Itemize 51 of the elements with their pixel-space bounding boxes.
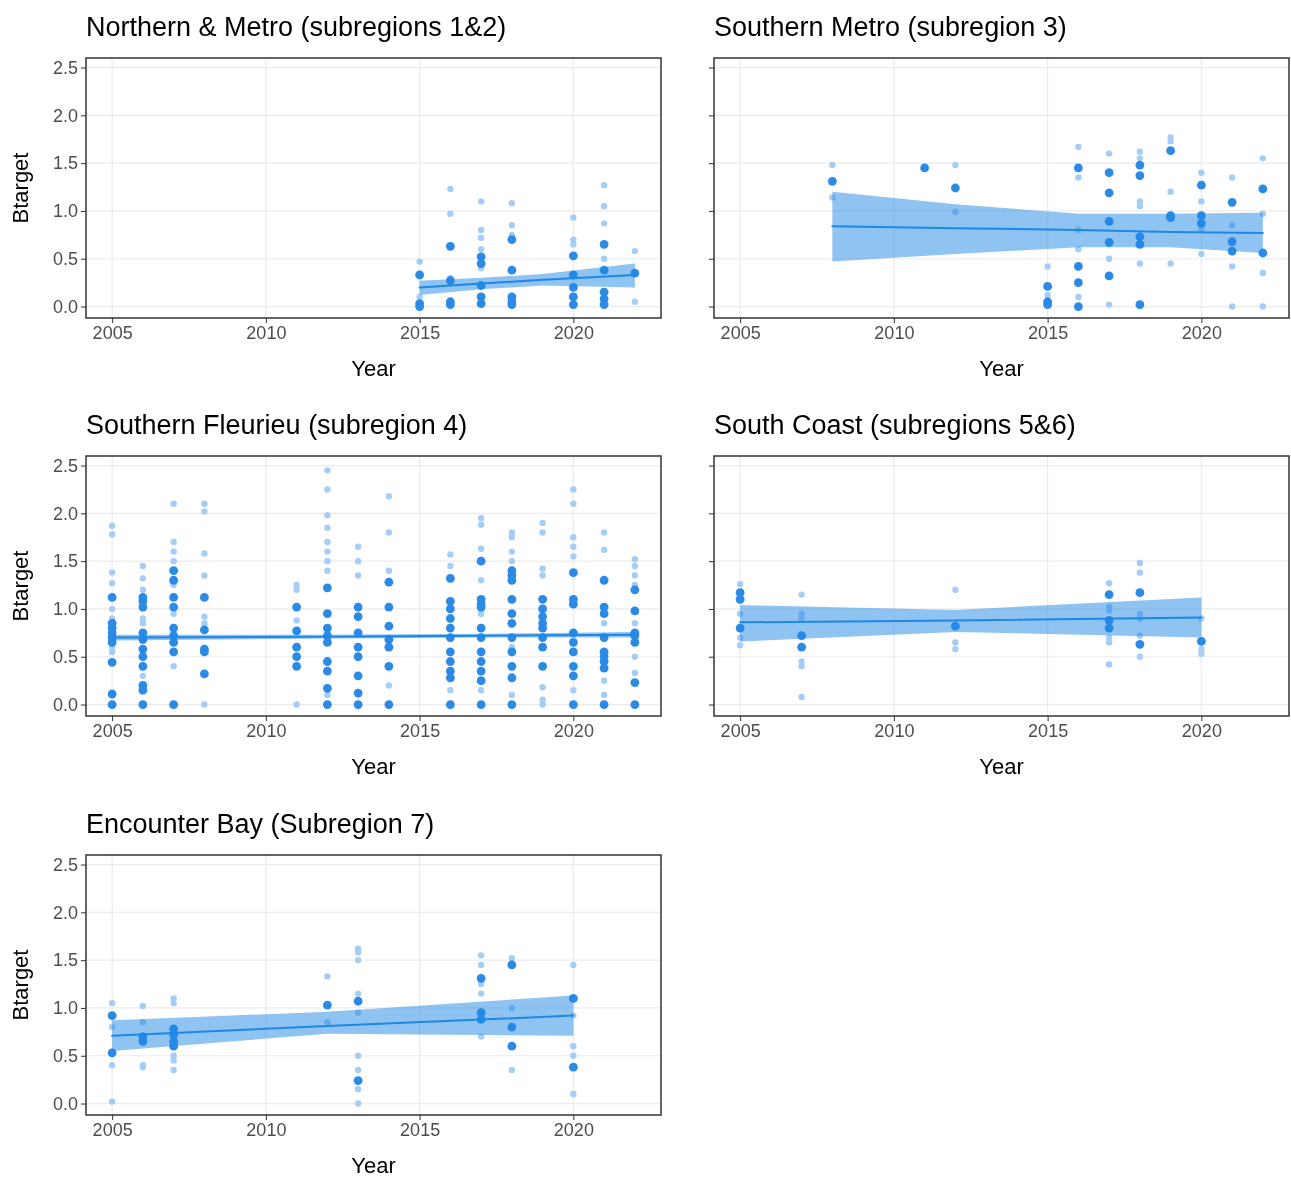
y-tick-label: 2.0 (52, 503, 78, 524)
x-tick-label: 2005 (92, 1119, 133, 1140)
x-tick-label: 2005 (720, 322, 761, 343)
y-tick-label: 2.5 (52, 57, 78, 78)
y-tick-label: 1.0 (52, 998, 78, 1019)
x-axis-title: Year (979, 754, 1024, 779)
y-tick-label: 1.5 (52, 950, 78, 971)
y-tick-label: 1.5 (52, 153, 78, 174)
chart-title: Southern Metro (subregion 3) (714, 12, 1067, 42)
chart-title: Encounter Bay (Subregion 7) (86, 809, 435, 839)
y-tick-label: 2.5 (52, 854, 78, 875)
x-tick-label: 2010 (874, 720, 915, 741)
x-tick-label: 2010 (246, 720, 287, 741)
x-tick-label: 2020 (1181, 322, 1222, 343)
y-axis-title: Btarget (8, 550, 33, 622)
x-tick-label: 2005 (720, 720, 761, 741)
x-tick-label: 2015 (400, 720, 441, 741)
x-tick-label: 2015 (400, 1119, 441, 1140)
x-tick-label: 2020 (553, 720, 594, 741)
chart-title: South Coast (subregions 5&6) (714, 410, 1076, 440)
y-tick-label: 1.0 (52, 201, 78, 222)
y-tick-label: 0.5 (52, 1046, 78, 1066)
y-tick-label: 1.0 (52, 599, 78, 620)
y-tick-label: 0.5 (52, 249, 78, 269)
x-tick-label: 2015 (1028, 720, 1069, 741)
y-tick-label: 0.0 (52, 1093, 78, 1114)
x-tick-label: 2020 (553, 322, 594, 343)
y-tick-label: 2.0 (52, 902, 78, 923)
x-tick-label: 2005 (92, 720, 133, 741)
x-axis-title: Year (351, 1153, 396, 1177)
x-tick-label: 2010 (246, 1119, 287, 1140)
x-tick-label: 2020 (553, 1119, 594, 1140)
chart-title: Southern Fleurieu (subregion 4) (86, 410, 468, 440)
x-axis-title: Year (979, 356, 1024, 381)
y-tick-label: 0.0 (52, 296, 78, 317)
x-tick-label: 2020 (1181, 720, 1222, 741)
y-tick-label: 0.0 (52, 694, 78, 715)
y-tick-label: 0.5 (52, 647, 78, 667)
chart-title: Northern & Metro (subregions 1&2) (86, 12, 507, 42)
x-tick-label: 2010 (246, 322, 287, 343)
x-tick-label: 2015 (1028, 322, 1069, 343)
x-axis-title: Year (351, 356, 396, 381)
y-tick-label: 1.5 (52, 551, 78, 572)
y-axis-title: Btarget (8, 152, 33, 224)
y-tick-label: 2.0 (52, 105, 78, 126)
x-tick-label: 2015 (400, 322, 441, 343)
x-tick-label: 2005 (92, 322, 133, 343)
y-axis-title: Btarget (8, 949, 33, 1021)
y-tick-label: 2.5 (52, 455, 78, 476)
x-tick-label: 2010 (874, 322, 915, 343)
x-axis-title: Year (351, 754, 396, 779)
